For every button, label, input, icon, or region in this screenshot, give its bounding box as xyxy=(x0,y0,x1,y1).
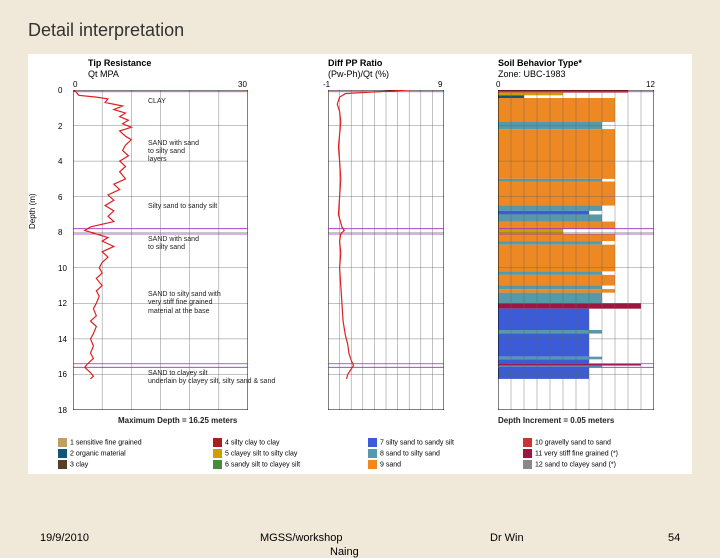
depth-tick: 0 xyxy=(58,86,62,95)
panel3-plot xyxy=(498,90,654,410)
stratum-label: SAND with sandto silty sandlayers xyxy=(148,140,199,164)
stratum-label: CLAY xyxy=(148,98,166,106)
panel1-unit: Qt MPA xyxy=(88,69,119,79)
legend-item: 6 sandy silt to clayey silt xyxy=(213,456,300,474)
panel2-xmin: -1 xyxy=(323,80,330,89)
panel3-xmax: 12 xyxy=(646,80,655,89)
panel3-xmin: 0 xyxy=(496,80,500,89)
footer-page: 54 xyxy=(668,532,680,544)
depth-tick: 14 xyxy=(58,335,67,344)
panel3-unit: Zone: UBC-1983 xyxy=(498,69,566,79)
legend-item: 3 clay xyxy=(58,456,88,474)
legend-item: 12 sand to clayey sand (*) xyxy=(523,456,616,474)
footer-date: 19/9/2010 xyxy=(40,532,89,544)
panel2-xmax: 9 xyxy=(438,80,442,89)
depth-tick: 8 xyxy=(58,228,62,237)
panel2-title: Diff PP Ratio xyxy=(328,58,382,68)
depth-tick: 16 xyxy=(58,370,67,379)
panel2-plot xyxy=(328,90,444,410)
legend-item: 9 sand xyxy=(368,456,401,474)
stratum-label: SAND with sandto silty sand xyxy=(148,236,199,252)
footer-author: Dr Win xyxy=(490,532,524,544)
depth-incr-label: Depth Increment = 0.05 meters xyxy=(498,416,614,425)
depth-tick: 18 xyxy=(58,406,67,415)
stratum-label: SAND to clayey siltunderlain by clayey s… xyxy=(148,370,275,386)
chart-container: Depth (m) 0 2 4 6 8 10 12 14 16 18 Tip Resistance… xyxy=(28,54,692,474)
panel1-xmax: 30 xyxy=(238,80,247,89)
stratum-label: SAND to silty sand withvery stiff fine g… xyxy=(148,291,221,315)
depth-tick: 6 xyxy=(58,193,62,202)
depth-tick: 4 xyxy=(58,157,62,166)
stratum-label: Silty sand to sandy silt xyxy=(148,203,217,211)
depth-tick: 10 xyxy=(58,264,67,273)
panel1-title: Tip Resistance xyxy=(88,58,151,68)
panel2-unit: (Pw-Ph)/Qt (%) xyxy=(328,69,389,79)
footer-workshop: MGSS/workshop xyxy=(260,532,343,544)
depth-axis-label: Depth (m) xyxy=(28,193,37,229)
panel1-xmin: 0 xyxy=(73,80,77,89)
max-depth-label: Maximum Depth = 16.25 meters xyxy=(118,416,237,425)
depth-tick: 2 xyxy=(58,122,62,131)
depth-tick: 12 xyxy=(58,299,67,308)
slide-title: Detail interpretation xyxy=(28,20,184,41)
footer-name: Naing xyxy=(330,546,359,558)
panel3-title: Soil Behavior Type* xyxy=(498,58,582,68)
